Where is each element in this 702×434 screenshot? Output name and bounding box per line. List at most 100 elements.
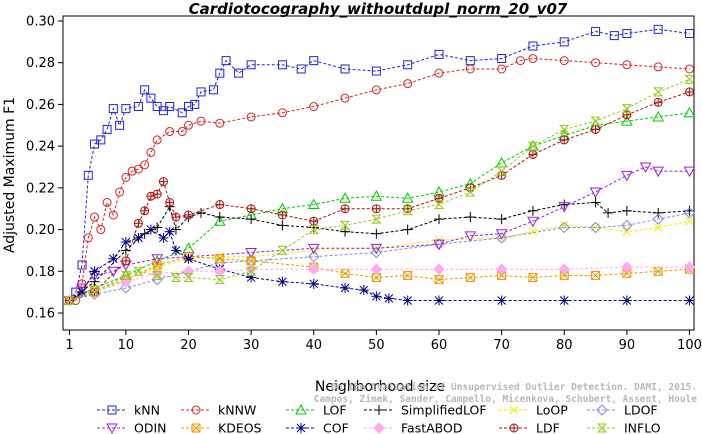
legend-item-knnw: kNNW xyxy=(181,403,256,418)
data-point xyxy=(685,64,694,74)
series-knnw xyxy=(65,54,694,305)
legend-label: ODIN xyxy=(134,421,167,434)
credit-line-2: On the Evaluation of Unsupervised Outlie… xyxy=(331,382,697,393)
legend-label: INFLO xyxy=(624,421,661,434)
data-point xyxy=(151,270,163,280)
data-point xyxy=(133,102,143,112)
legend-marker xyxy=(191,405,201,415)
legend-marker xyxy=(106,423,118,434)
data-point xyxy=(558,202,571,213)
data-point xyxy=(133,218,143,228)
data-point xyxy=(215,118,225,128)
data-point xyxy=(102,197,112,207)
data-point xyxy=(215,200,225,210)
data-point xyxy=(497,64,507,74)
data-point xyxy=(102,124,112,134)
data-point xyxy=(308,278,319,289)
data-point xyxy=(433,263,445,275)
legend-marker xyxy=(509,423,519,433)
y-tick-label: 0.16 xyxy=(26,307,55,322)
data-point xyxy=(277,220,288,231)
data-point xyxy=(145,224,156,235)
x-tick-label: 80 xyxy=(556,338,573,353)
data-point xyxy=(309,56,319,66)
data-point xyxy=(121,256,131,266)
x-tick-label: 90 xyxy=(619,338,636,353)
data-point xyxy=(309,102,319,112)
data-point xyxy=(497,54,507,64)
data-point xyxy=(495,156,508,168)
data-point xyxy=(89,266,100,277)
data-point xyxy=(151,254,164,265)
data-point xyxy=(685,29,694,39)
data-point xyxy=(402,206,413,216)
legend-marker xyxy=(295,403,307,415)
data-point xyxy=(246,60,256,70)
data-point xyxy=(246,112,256,122)
data-point xyxy=(515,56,525,66)
data-point xyxy=(433,295,444,306)
data-point xyxy=(371,273,381,283)
data-point xyxy=(371,228,382,239)
data-point xyxy=(133,232,144,243)
plot-frame xyxy=(62,15,695,331)
data-point xyxy=(371,85,381,95)
data-point xyxy=(165,197,175,207)
y-tick-label: 0.24 xyxy=(26,140,55,155)
data-point xyxy=(434,68,444,78)
data-point xyxy=(121,172,131,182)
series-line xyxy=(69,166,690,301)
data-point xyxy=(96,225,106,235)
x-tick-label: 1 xyxy=(65,338,73,353)
data-point xyxy=(209,85,219,95)
data-point xyxy=(245,266,257,276)
data-point xyxy=(527,216,539,228)
legend-label: LDF xyxy=(536,421,560,434)
data-point xyxy=(590,116,601,126)
y-tick-label: 0.20 xyxy=(26,223,55,238)
legend-item-ldf: LDF xyxy=(499,421,560,434)
data-point xyxy=(120,270,132,280)
legend-item-cof: COF xyxy=(286,421,349,434)
data-point xyxy=(340,268,350,278)
data-point xyxy=(120,237,131,248)
series-line xyxy=(69,220,690,301)
data-point xyxy=(589,221,602,234)
data-point xyxy=(89,276,100,287)
y-axis-title: Adjusted Maximum F1 xyxy=(2,97,18,253)
data-point xyxy=(77,287,88,298)
data-point xyxy=(140,206,150,216)
data-point xyxy=(108,104,118,114)
data-point xyxy=(76,283,88,295)
y-tick-label: 0.28 xyxy=(26,56,55,71)
data-point xyxy=(591,26,601,36)
data-point xyxy=(152,135,162,145)
data-point xyxy=(183,102,193,112)
data-point xyxy=(403,79,413,89)
data-point xyxy=(652,87,664,97)
data-point xyxy=(214,275,226,285)
data-point xyxy=(170,273,182,283)
data-point xyxy=(464,231,477,242)
data-point xyxy=(115,120,125,130)
data-point xyxy=(590,197,601,208)
chart-title: Cardiotocography_withoutdupl_norm_20_v07 xyxy=(189,0,568,18)
legend-item-loop: LoOP xyxy=(499,403,568,418)
data-point xyxy=(277,276,288,287)
data-point xyxy=(307,198,320,210)
data-point xyxy=(401,192,414,203)
data-point xyxy=(77,260,87,270)
data-point xyxy=(151,267,163,280)
legend-marker xyxy=(191,423,201,433)
legend-marker xyxy=(509,405,519,415)
data-point xyxy=(371,66,381,76)
data-point xyxy=(559,56,569,66)
data-point xyxy=(152,222,163,233)
data-point xyxy=(589,187,602,199)
legend-item-simplifiedlof: SimplifiedLOF xyxy=(364,403,487,418)
data-point xyxy=(277,210,287,220)
data-point xyxy=(527,205,538,216)
data-point xyxy=(140,160,150,170)
data-point xyxy=(89,287,100,297)
data-point xyxy=(146,93,156,103)
